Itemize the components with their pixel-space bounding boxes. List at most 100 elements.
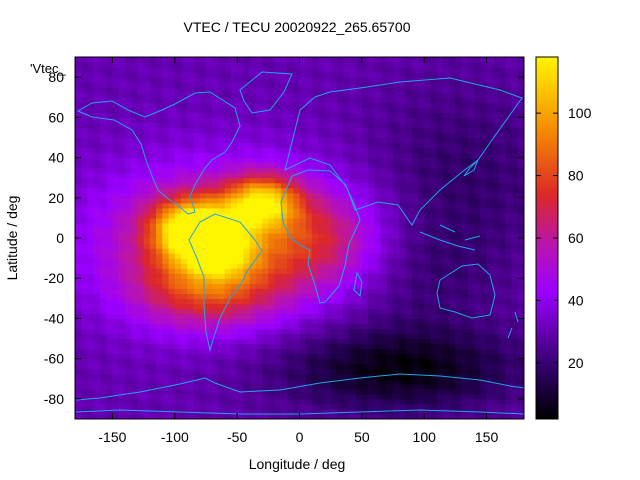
heatmap-cell	[330, 137, 338, 144]
heatmap-cell	[393, 177, 400, 184]
heatmap-cell	[199, 187, 207, 194]
heatmap-cell	[305, 403, 313, 410]
heatmap-cell	[492, 338, 500, 345]
heatmap-cell	[305, 283, 313, 289]
heatmap-cell	[355, 67, 363, 73]
heatmap-cell	[461, 348, 469, 355]
heatmap-cell	[393, 102, 400, 108]
heatmap-cell	[343, 363, 350, 370]
heatmap-cell	[243, 413, 251, 419]
heatmap-cell	[187, 132, 195, 139]
heatmap-cell	[455, 303, 463, 309]
heatmap-cell	[386, 338, 394, 345]
heatmap-cell	[436, 192, 444, 199]
heatmap-cell	[374, 413, 382, 419]
heatmap-cell	[399, 107, 407, 113]
heatmap-cell	[124, 263, 132, 269]
heatmap-cell	[424, 248, 432, 254]
heatmap-cell	[380, 127, 388, 134]
heatmap-cell	[181, 283, 188, 289]
heatmap-cell	[287, 137, 294, 144]
heatmap-cell	[112, 142, 120, 149]
heatmap-cell	[467, 313, 475, 320]
heatmap-cell	[255, 408, 263, 415]
heatmap-cell	[287, 112, 294, 118]
heatmap-cell	[187, 293, 195, 299]
heatmap-cell	[87, 157, 95, 164]
heatmap-cell	[262, 142, 269, 149]
heatmap-cell	[305, 413, 313, 419]
heatmap-cell	[417, 338, 425, 345]
heatmap-cell	[480, 227, 488, 234]
heatmap-cell	[131, 147, 138, 154]
heatmap-cell	[205, 117, 213, 123]
heatmap-cell	[380, 72, 388, 78]
heatmap-cell	[361, 162, 369, 169]
heatmap-cell	[255, 232, 263, 239]
heatmap-cell	[393, 238, 400, 244]
heatmap-cell	[442, 232, 450, 239]
heatmap-cell	[249, 107, 257, 113]
heatmap-cell	[299, 107, 307, 113]
heatmap-cell	[480, 82, 488, 88]
heatmap-cell	[212, 232, 220, 239]
heatmap-cell	[386, 408, 394, 415]
heatmap-cell	[305, 288, 313, 294]
heatmap-cell	[430, 212, 438, 219]
heatmap-cell	[305, 328, 313, 335]
heatmap-cell	[81, 112, 89, 118]
heatmap-cell	[112, 232, 120, 239]
heatmap-cell	[461, 373, 469, 380]
heatmap-cell	[486, 333, 494, 340]
heatmap-cell	[143, 152, 151, 159]
heatmap-cell	[361, 182, 369, 189]
heatmap-cell	[168, 413, 176, 419]
heatmap-cell	[299, 212, 307, 219]
heatmap-cell	[499, 92, 506, 98]
heatmap-cell	[442, 107, 450, 113]
heatmap-cell	[492, 202, 500, 209]
heatmap-cell	[143, 363, 151, 370]
heatmap-cell	[187, 238, 195, 244]
heatmap-cell	[430, 363, 438, 370]
heatmap-cell	[187, 413, 195, 419]
heatmap-cell	[237, 77, 244, 83]
heatmap-cell	[305, 243, 313, 249]
heatmap-cell	[156, 217, 163, 224]
heatmap-cell	[237, 363, 244, 370]
heatmap-cell	[112, 358, 120, 365]
heatmap-cell	[212, 288, 220, 294]
heatmap-cell	[156, 92, 163, 98]
heatmap-cell	[81, 117, 89, 123]
heatmap-cell	[118, 413, 126, 419]
heatmap-cell	[106, 187, 114, 194]
heatmap-cell	[305, 388, 313, 395]
heatmap-cell	[442, 253, 450, 259]
heatmap-cell	[449, 142, 457, 149]
heatmap-cell	[168, 92, 176, 98]
heatmap-cell	[137, 232, 145, 239]
heatmap-cell	[386, 222, 394, 229]
heatmap-cell	[255, 298, 263, 304]
heatmap-cell	[131, 393, 138, 400]
heatmap-cell	[237, 197, 244, 204]
heatmap-cell	[268, 157, 276, 164]
heatmap-cell	[81, 167, 89, 174]
heatmap-cell	[492, 57, 500, 63]
heatmap-cell	[118, 288, 126, 294]
heatmap-cell	[162, 263, 170, 269]
heatmap-cell	[368, 57, 375, 63]
heatmap-cell	[199, 258, 207, 264]
heatmap-cell	[311, 227, 319, 234]
heatmap-cell	[193, 308, 201, 315]
heatmap-cell	[411, 333, 419, 340]
heatmap-cell	[324, 72, 332, 78]
heatmap-cell	[293, 67, 301, 73]
heatmap-cell	[218, 62, 226, 68]
heatmap-cell	[193, 243, 201, 249]
heatmap-cell	[380, 373, 388, 380]
heatmap-cell	[249, 343, 257, 350]
heatmap-cell	[174, 373, 182, 380]
heatmap-cell	[156, 263, 163, 269]
heatmap-cell	[386, 263, 394, 269]
